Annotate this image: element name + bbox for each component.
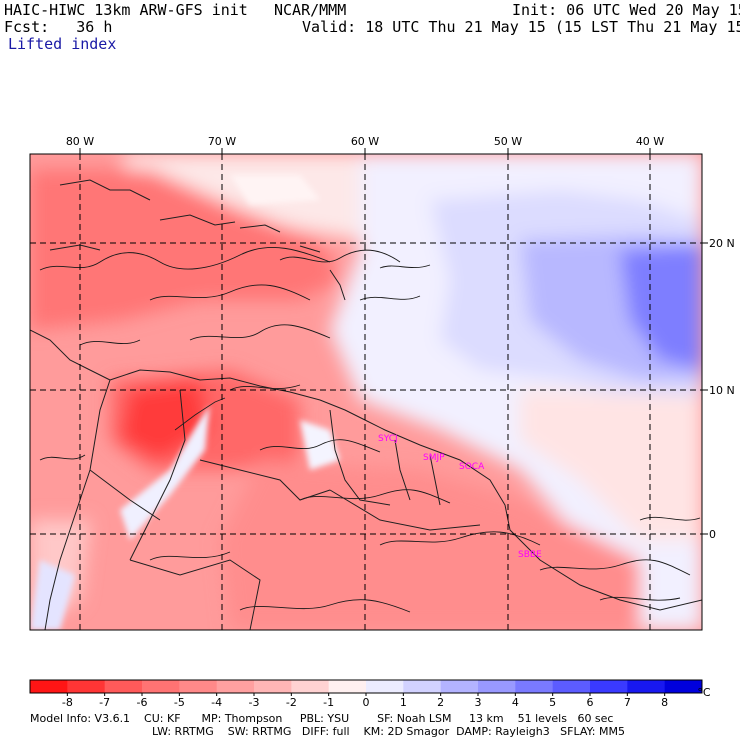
- colorbar-label: -1: [323, 696, 334, 709]
- valid-time: Valid: 18 UTC Thu 21 May 15 (15 LST Thu …: [302, 18, 740, 36]
- lat-label-10n: 10 N: [709, 384, 735, 397]
- colorbar-label: 3: [475, 696, 482, 709]
- colorbar-label: 0: [363, 696, 370, 709]
- lon-label-70w: 70 W: [208, 135, 236, 148]
- colorbar-label: 6: [587, 696, 594, 709]
- station-markers: SYCJ SMJP SOCA SBBE: [378, 434, 542, 560]
- colorbar-unit: °C: [697, 686, 711, 699]
- colorbar-swatch: [291, 680, 330, 693]
- colorbar-label: -8: [62, 696, 73, 709]
- colorbar-label: 2: [437, 696, 444, 709]
- colorbar-swatch: [515, 680, 554, 693]
- colorbar-swatch: [403, 680, 442, 693]
- colorbar-label: 4: [512, 696, 519, 709]
- colorbar-label: 1: [400, 696, 407, 709]
- map-frame: [29, 153, 703, 631]
- field-name: Lifted index: [8, 35, 117, 53]
- longitude-labels: 80 W 70 W 60 W 50 W 40 W: [66, 135, 664, 154]
- model-title: HAIC-HIWC 13km ARW-GFS init: [4, 1, 248, 19]
- station-sbbe: SBBE: [518, 550, 542, 560]
- lon-label-80w: 80 W: [66, 135, 94, 148]
- forecast-hour: Fcst: 36 h: [4, 18, 113, 36]
- colorbar-label: -3: [249, 696, 260, 709]
- graticule: [30, 154, 702, 630]
- model-info-line-1: Model Info: V3.6.1 CU: KF MP: Thompson P…: [30, 712, 614, 725]
- station-soca: SOCA: [459, 462, 485, 472]
- map-field: SYCJ SMJP SOCA SBBE: [30, 154, 702, 630]
- colorbar-swatch: [328, 680, 367, 693]
- colorbar-swatch: [440, 680, 479, 693]
- lon-label-60w: 60 W: [351, 135, 379, 148]
- colorbar-swatch: [67, 680, 106, 693]
- colorbar-label: -4: [211, 696, 222, 709]
- colorbar-label: -2: [286, 696, 297, 709]
- colorbar-swatch: [216, 680, 255, 693]
- colorbar-label: 7: [624, 696, 631, 709]
- organization: NCAR/MMM: [274, 1, 347, 19]
- colorbar-swatch: [179, 680, 218, 693]
- station-smjp: SMJP: [423, 453, 445, 463]
- colorbar: -8 -7 -6 -5 -4 -3 -2 -1 0 1 2 3 4 5 6 7 8 °C: [29, 679, 711, 709]
- station-sycj: SYCJ: [378, 434, 398, 444]
- colorbar-label: 5: [549, 696, 556, 709]
- colorbar-swatch: [627, 680, 666, 693]
- lon-label-40w: 40 W: [636, 135, 664, 148]
- colorbar-swatch: [104, 680, 143, 693]
- colorbar-swatch: [142, 680, 180, 693]
- lat-label-20n: 20 N: [709, 237, 735, 250]
- latitude-labels: 20 N 10 N 0: [702, 237, 735, 541]
- colorbar-swatch: [30, 680, 68, 693]
- lon-label-50w: 50 W: [494, 135, 522, 148]
- colorbar-swatch: [664, 680, 703, 693]
- colorbar-label: 8: [661, 696, 668, 709]
- colorbar-swatch: [552, 680, 591, 693]
- colorbar-swatch: [366, 680, 404, 693]
- colorbar-label: -5: [174, 696, 185, 709]
- lat-label-0: 0: [709, 528, 716, 541]
- colorbar-swatch: [254, 680, 292, 693]
- model-info-line-2: LW: RRTMG SW: RRTMG DIFF: full KM: 2D Sm…: [152, 725, 625, 738]
- colorbar-swatch: [478, 680, 516, 693]
- colorbar-swatch: [590, 680, 628, 693]
- colorbar-label: -7: [99, 696, 110, 709]
- colorbar-label: -6: [137, 696, 148, 709]
- init-time: Init: 06 UTC Wed 20 May 15: [512, 1, 740, 19]
